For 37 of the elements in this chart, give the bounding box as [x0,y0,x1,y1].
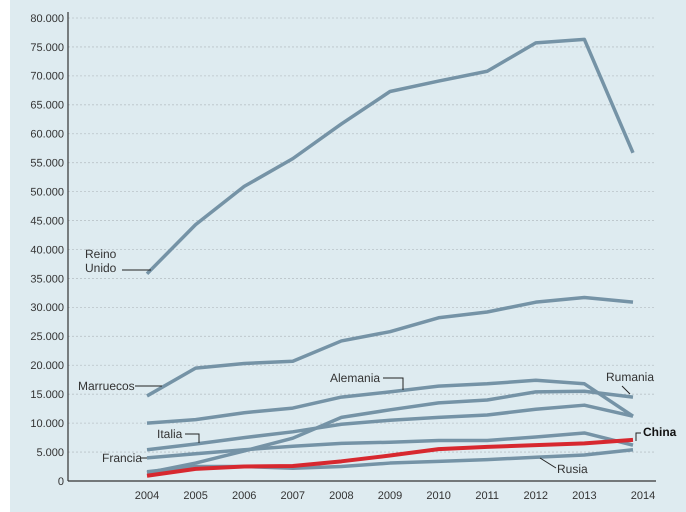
y-tick-label: 5.000 [36,446,64,459]
x-tick-label: 2011 [475,490,500,502]
y-tick-label: 45.000 [30,215,64,228]
x-tick-label: 2006 [232,490,256,502]
y-tick-label: 15.000 [30,389,64,402]
x-tick-label: 2008 [329,490,354,502]
y-tick-label: 55.000 [30,158,64,170]
y-tick-label: 75.000 [30,42,64,54]
text: Reino Unido [85,247,117,275]
x-tick-label: 2005 [183,490,208,502]
series-label: Rusia [557,462,588,476]
y-tick-label: 25.000 [30,331,64,344]
y-tick-label: 40.000 [30,244,64,256]
x-tick-label: 2009 [378,490,402,502]
y-tick-label: 30.000 [30,302,64,314]
series-label: China [643,425,677,439]
y-tick-label: 65.000 [30,100,64,112]
y-tick-label: 50.000 [30,186,64,198]
series-label: Rumania [606,370,654,384]
y-tick-label: 0 [58,476,64,488]
x-tick-label: 2004 [134,490,160,502]
series-label: Alemania [330,371,380,385]
x-tick-label: 2014 [630,490,656,502]
y-tick-label: 20.000 [30,360,64,372]
y-tick-label: 70.000 [30,70,64,83]
x-tick-label: 2007 [280,490,306,502]
x-tick-label: 2012 [524,490,548,502]
y-tick-label: 60.000 [30,128,64,141]
y-tick-label: 10.000 [30,418,64,430]
series-label: Francia [102,451,142,465]
y-tick-label: 80.000 [30,12,64,25]
x-tick-label: 2010 [426,490,451,502]
y-tick-label: 35.000 [30,273,64,286]
series-label: Italia [157,427,183,441]
series-label: Marruecos [78,379,135,393]
x-tick-label: 2013 [572,490,597,502]
line-series [145,38,635,276]
